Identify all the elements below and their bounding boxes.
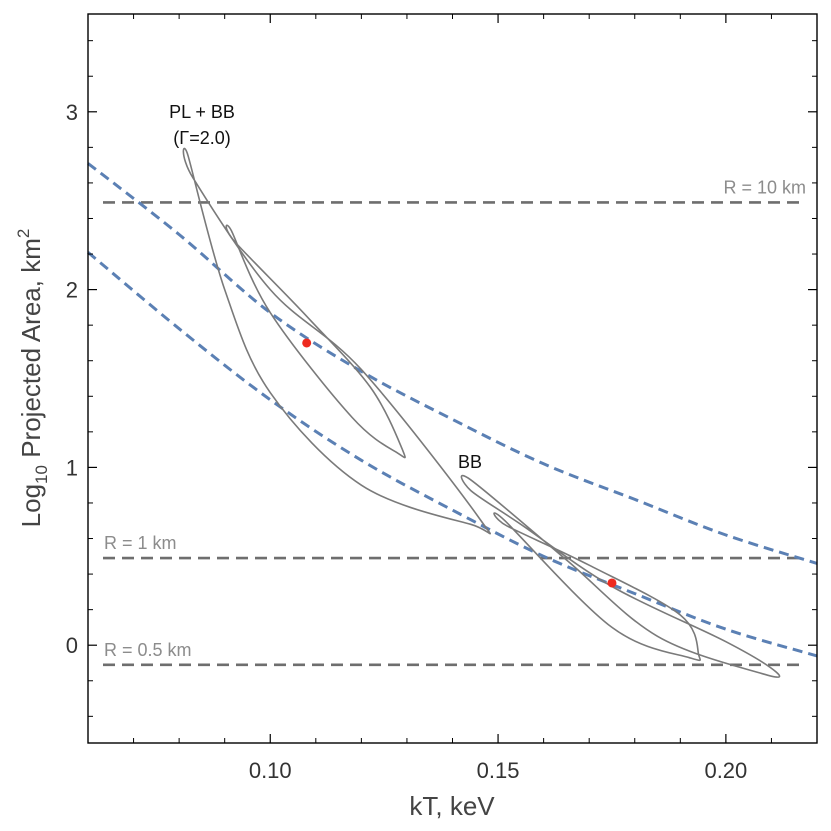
- x-tick-label-2: 0.15: [477, 758, 520, 783]
- y-axis-title-main: Projected Area, km: [16, 238, 46, 465]
- y-axis-title: Log10 Projected Area, km2: [14, 229, 51, 528]
- ref-label-r1: R = 1 km: [104, 533, 177, 553]
- model-2-outer-contour: [460, 474, 781, 678]
- best-fit-point-1: [302, 338, 312, 348]
- model-1-outer-contour: [182, 147, 491, 535]
- ref-label-r05: R = 0.5 km: [104, 640, 192, 660]
- y-tick-label-1: 1: [66, 455, 78, 480]
- y-axis-title-subscript: 10: [32, 465, 51, 484]
- model-label-plbb-line2: (Γ=2.0): [173, 128, 230, 148]
- x-axis-title: kT, keV: [409, 791, 495, 821]
- x-tick-label-3: 0.20: [704, 758, 747, 783]
- dashed-curve-2: [87, 251, 818, 658]
- confidence-contours: [182, 147, 781, 678]
- y-axis-title-prefix: Log: [16, 484, 46, 527]
- axis-ticks: [87, 14, 818, 743]
- model-label-plbb-line1: PL + BB: [169, 102, 235, 122]
- y-tick-label-2: 2: [66, 278, 78, 303]
- dashed-curve-1: [87, 162, 818, 565]
- y-axis-title-superscript: 2: [14, 229, 33, 238]
- model-label-bb: BB: [458, 452, 482, 472]
- best-fit-points: [302, 338, 617, 588]
- model-1-inner-contour: [225, 224, 406, 459]
- plot-background: [88, 14, 817, 743]
- y-tick-label-3: 3: [66, 100, 78, 125]
- plot-frame: [87, 13, 818, 744]
- best-fit-point-2: [607, 578, 617, 588]
- reference-lines: [103, 201, 806, 667]
- x-tick-label-1: 0.10: [249, 758, 292, 783]
- y-tick-label-0: 0: [66, 633, 78, 658]
- dashed-curves: [87, 162, 818, 658]
- ref-label-r10: R = 10 km: [723, 177, 806, 197]
- model-2-inner-contour: [493, 512, 701, 662]
